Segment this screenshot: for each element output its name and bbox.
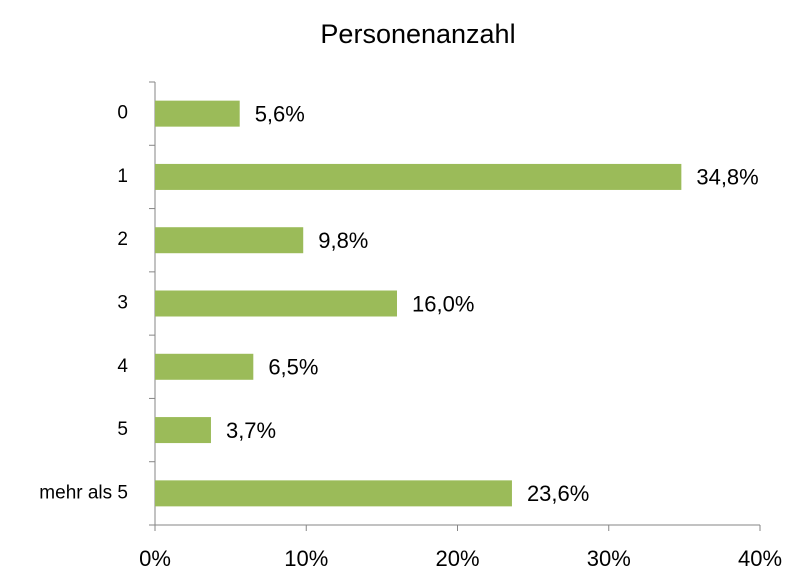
data-label: 3,7%: [226, 418, 276, 443]
y-tick-label: 2: [117, 229, 128, 250]
data-label: 5,6%: [255, 101, 305, 126]
bar: [155, 163, 682, 190]
y-tick-label: 4: [117, 356, 128, 377]
chart-title: Personenanzahl: [320, 19, 515, 49]
bar: [155, 100, 240, 127]
y-tick-label: mehr als 5: [39, 482, 128, 503]
x-tick-label: 0%: [139, 546, 171, 571]
y-tick-label: 5: [117, 419, 128, 440]
data-label: 16,0%: [412, 291, 474, 316]
x-tick-label: 20%: [435, 546, 479, 571]
data-label: 23,6%: [527, 481, 589, 506]
data-label: 34,8%: [696, 165, 758, 190]
bar: [155, 227, 304, 254]
bar: [155, 290, 397, 317]
data-label: 6,5%: [268, 355, 318, 380]
x-tick-label: 10%: [284, 546, 328, 571]
bar: [155, 353, 254, 380]
y-tick-label: 0: [117, 103, 128, 124]
x-tick-label: 40%: [738, 546, 782, 571]
y-tick-label: 1: [117, 166, 128, 187]
bar: [155, 480, 512, 507]
bar: [155, 417, 211, 444]
x-tick-label: 30%: [587, 546, 631, 571]
y-tick-label: 3: [117, 293, 128, 314]
data-label: 9,8%: [318, 228, 368, 253]
